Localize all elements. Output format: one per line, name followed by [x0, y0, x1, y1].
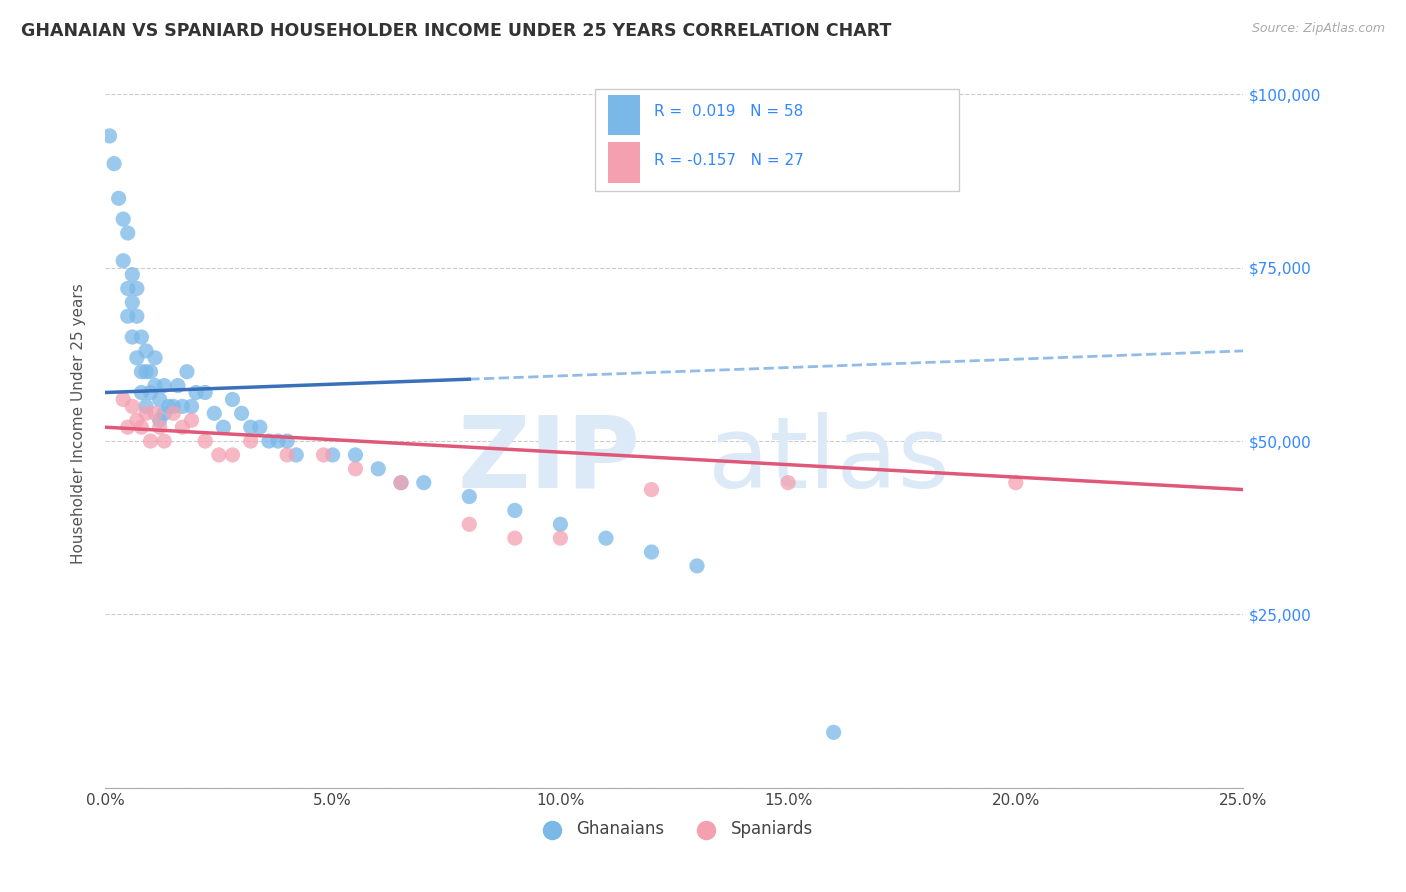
Point — [285, 448, 308, 462]
Point — [389, 475, 412, 490]
Point — [778, 475, 800, 490]
Point — [131, 365, 153, 379]
Point — [550, 517, 572, 532]
Point — [239, 420, 262, 434]
Point — [135, 365, 157, 379]
Point — [125, 310, 148, 324]
Point — [143, 351, 166, 365]
Point — [135, 406, 157, 420]
Bar — [609, 95, 640, 135]
Point — [176, 365, 198, 379]
Point — [153, 378, 176, 392]
Point — [180, 413, 202, 427]
Point — [367, 462, 389, 476]
Point — [208, 448, 231, 462]
Point — [322, 448, 344, 462]
Point — [257, 434, 280, 448]
Point — [162, 406, 184, 420]
Bar — [595, 88, 959, 191]
Point — [153, 434, 176, 448]
Point — [131, 385, 153, 400]
Point — [103, 156, 125, 170]
Text: R =  0.019   N = 58: R = 0.019 N = 58 — [654, 103, 803, 119]
Point — [153, 406, 176, 420]
Point — [389, 475, 412, 490]
Point — [107, 191, 129, 205]
Legend: Ghanaians, Spaniards: Ghanaians, Spaniards — [529, 814, 820, 845]
Point — [184, 385, 207, 400]
Point — [117, 226, 139, 240]
Point — [117, 281, 139, 295]
Point — [202, 406, 225, 420]
Point — [112, 392, 135, 407]
Point — [121, 268, 143, 282]
Point — [172, 400, 194, 414]
Point — [139, 434, 162, 448]
Point — [180, 400, 202, 414]
Y-axis label: Householder Income Under 25 years: Householder Income Under 25 years — [72, 284, 86, 564]
Point — [640, 545, 662, 559]
Point — [125, 413, 148, 427]
Point — [221, 392, 243, 407]
Point — [143, 406, 166, 420]
Point — [125, 351, 148, 365]
Point — [239, 434, 262, 448]
Point — [221, 448, 243, 462]
Point — [231, 406, 253, 420]
Point — [312, 448, 335, 462]
Point — [139, 385, 162, 400]
Point — [131, 420, 153, 434]
Point — [412, 475, 434, 490]
Point — [458, 517, 481, 532]
Point — [458, 490, 481, 504]
Point — [267, 434, 290, 448]
Point — [686, 558, 709, 573]
Point — [149, 392, 172, 407]
Point — [112, 212, 135, 227]
Point — [135, 400, 157, 414]
Point — [550, 531, 572, 545]
Point — [112, 253, 135, 268]
Point — [117, 420, 139, 434]
Point — [125, 281, 148, 295]
Point — [121, 400, 143, 414]
Point — [595, 531, 617, 545]
Point — [166, 378, 188, 392]
Text: atlas: atlas — [709, 411, 950, 508]
Point — [149, 420, 172, 434]
Point — [121, 330, 143, 344]
Text: GHANAIAN VS SPANIARD HOUSEHOLDER INCOME UNDER 25 YEARS CORRELATION CHART: GHANAIAN VS SPANIARD HOUSEHOLDER INCOME … — [21, 22, 891, 40]
Point — [143, 378, 166, 392]
Point — [344, 448, 367, 462]
Point — [98, 128, 121, 143]
Bar — [609, 143, 640, 183]
Point — [194, 434, 217, 448]
Point — [162, 400, 184, 414]
Point — [503, 503, 526, 517]
Point — [117, 310, 139, 324]
Point — [249, 420, 271, 434]
Point — [503, 531, 526, 545]
Text: R = -0.157   N = 27: R = -0.157 N = 27 — [654, 153, 803, 168]
Point — [172, 420, 194, 434]
Point — [135, 343, 157, 358]
Point — [121, 295, 143, 310]
Point — [131, 330, 153, 344]
Point — [149, 413, 172, 427]
Point — [344, 462, 367, 476]
Text: ZIP: ZIP — [457, 411, 640, 508]
Point — [276, 434, 298, 448]
Point — [823, 725, 845, 739]
Point — [1004, 475, 1026, 490]
Point — [139, 365, 162, 379]
Point — [194, 385, 217, 400]
Point — [157, 400, 180, 414]
Text: Source: ZipAtlas.com: Source: ZipAtlas.com — [1251, 22, 1385, 36]
Point — [276, 448, 298, 462]
Point — [212, 420, 235, 434]
Point — [640, 483, 662, 497]
